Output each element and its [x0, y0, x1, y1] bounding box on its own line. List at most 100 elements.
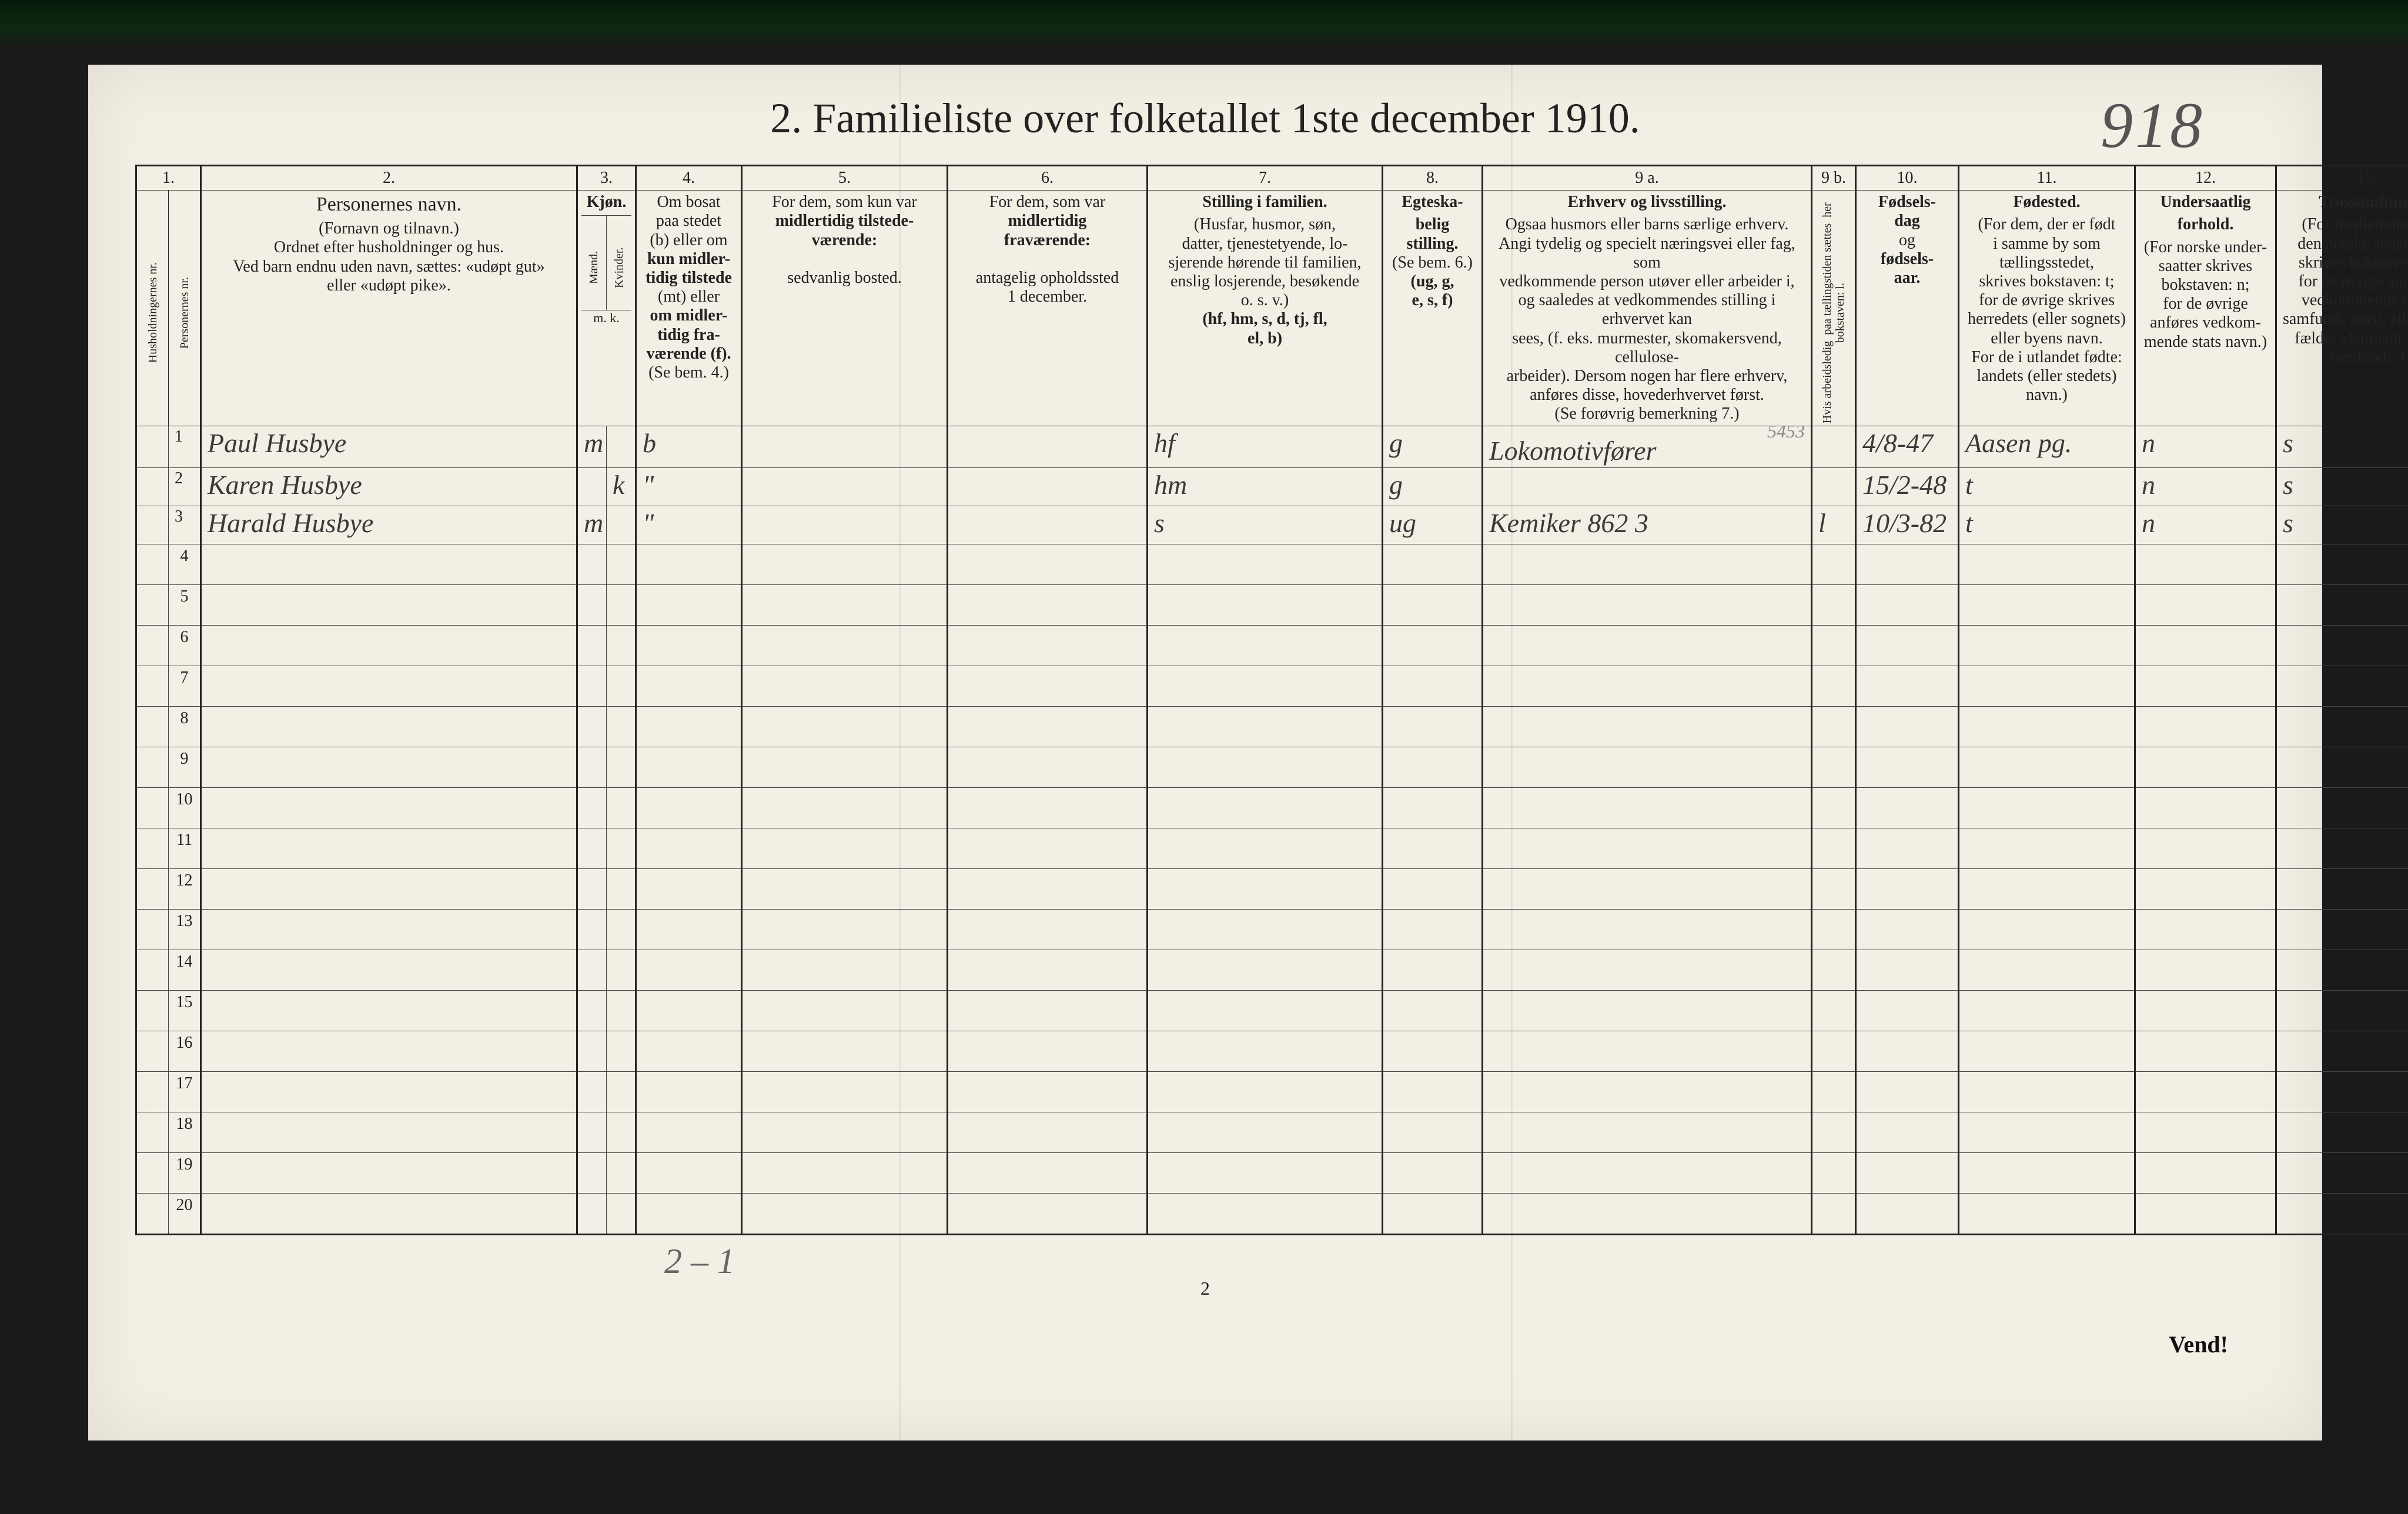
empty-cell [1383, 1031, 1483, 1072]
header-marital: Egteska- belig stilling. (Se bem. 6.) (u… [1383, 190, 1483, 426]
empty-cell [1148, 626, 1383, 666]
table-body: 1Paul Husbyembhfg5453Lokomotivfører4/8-4… [136, 426, 2408, 1235]
empty-cell [636, 544, 742, 585]
colnum-6: 6. [948, 166, 1148, 190]
empty-cell [2135, 950, 2276, 991]
empty-cell [948, 950, 1148, 991]
header-temp-present: For dem, som kun var midlertidig tilsted… [742, 190, 948, 426]
cell-household-nr [136, 1194, 169, 1235]
empty-cell [948, 747, 1148, 788]
header-name: Personernes navn. (Fornavn og tilnavn.) … [201, 190, 577, 426]
empty-cell [1148, 707, 1383, 747]
cell-faith: s [2276, 426, 2408, 468]
empty-cell [742, 747, 948, 788]
cell-name: Paul Husbye [201, 426, 577, 468]
empty-cell [1383, 747, 1483, 788]
empty-cell [1383, 910, 1483, 950]
empty-cell [2276, 1194, 2408, 1235]
empty-cell [1856, 788, 1959, 828]
empty-cell [607, 788, 636, 828]
empty-cell [1483, 991, 1812, 1031]
empty-cell [201, 1112, 577, 1153]
empty-cell [577, 828, 607, 869]
empty-cell [1148, 666, 1383, 707]
empty-cell [742, 1031, 948, 1072]
table-row: 18 [136, 1112, 2408, 1153]
cell-birthplace: Aasen pg. [1959, 426, 2135, 468]
empty-cell [577, 1072, 607, 1112]
empty-cell [2276, 991, 2408, 1031]
header-occupation: Erhverv og livsstilling. Ogsaa husmors e… [1483, 190, 1812, 426]
header-residence: Om bosat paa stedet (b) eller om kun mid… [636, 190, 742, 426]
empty-cell [742, 585, 948, 626]
empty-cell [1959, 869, 2135, 910]
cell-name: Harald Husbye [201, 506, 577, 544]
table-row: 19 [136, 1153, 2408, 1194]
empty-cell [2276, 747, 2408, 788]
empty-cell [2135, 910, 2276, 950]
empty-cell [2135, 1031, 2276, 1072]
colnum-3: 3. [577, 166, 636, 190]
cell-temp-present [742, 468, 948, 506]
empty-cell [948, 991, 1148, 1031]
cell-household-nr [136, 747, 169, 788]
empty-cell [1383, 585, 1483, 626]
empty-cell [2276, 1112, 2408, 1153]
cell-sex-k: k [607, 468, 636, 506]
cell-person-nr: 18 [169, 1112, 201, 1153]
empty-cell [1383, 1153, 1483, 1194]
empty-cell [577, 991, 607, 1031]
header-birth: Fødsels- dag og fødsels- aar. [1856, 190, 1959, 426]
empty-cell [577, 666, 607, 707]
cell-marital: g [1383, 468, 1483, 506]
colnum-11: 11. [1959, 166, 2135, 190]
empty-cell [1812, 585, 1856, 626]
empty-cell [742, 950, 948, 991]
empty-cell [607, 910, 636, 950]
cell-person-nr: 19 [169, 1153, 201, 1194]
empty-cell [2135, 585, 2276, 626]
empty-cell [1959, 950, 2135, 991]
table-row: 1Paul Husbyembhfg5453Lokomotivfører4/8-4… [136, 426, 2408, 468]
cell-household-nr [136, 788, 169, 828]
footer-tally: 2 – 1 [664, 1241, 735, 1282]
cell-name: Karen Husbye [201, 468, 577, 506]
cell-nationality: n [2135, 426, 2276, 468]
empty-cell [1959, 1072, 2135, 1112]
empty-cell [201, 828, 577, 869]
empty-cell [1812, 707, 1856, 747]
empty-cell [2276, 950, 2408, 991]
cell-occupation [1483, 468, 1812, 506]
cell-unemployed: l [1812, 506, 1856, 544]
empty-cell [1812, 910, 1856, 950]
cell-temp-present [742, 506, 948, 544]
cell-household-nr [136, 468, 169, 506]
empty-cell [2276, 1031, 2408, 1072]
cell-unemployed [1812, 426, 1856, 468]
empty-cell [636, 869, 742, 910]
cell-temp-present [742, 426, 948, 468]
empty-cell [948, 666, 1148, 707]
colnum-5: 5. [742, 166, 948, 190]
empty-cell [2135, 1072, 2276, 1112]
cell-household-nr [136, 1031, 169, 1072]
empty-cell [636, 1194, 742, 1235]
empty-cell [948, 544, 1148, 585]
empty-cell [742, 1072, 948, 1112]
table-row: 8 [136, 707, 2408, 747]
empty-cell [1856, 544, 1959, 585]
cell-household-nr [136, 506, 169, 544]
cell-household-nr [136, 1112, 169, 1153]
empty-cell [201, 1153, 577, 1194]
empty-cell [1483, 544, 1812, 585]
empty-cell [742, 991, 948, 1031]
table-row: 13 [136, 910, 2408, 950]
column-header-row: Husholdningernes nr. Personernes nr. Per… [136, 190, 2408, 426]
cell-household-nr [136, 1072, 169, 1112]
cell-sex-k [607, 506, 636, 544]
empty-cell [1483, 910, 1812, 950]
empty-cell [2135, 666, 2276, 707]
cell-person-nr: 13 [169, 910, 201, 950]
empty-cell [1856, 1031, 1959, 1072]
empty-cell [577, 585, 607, 626]
